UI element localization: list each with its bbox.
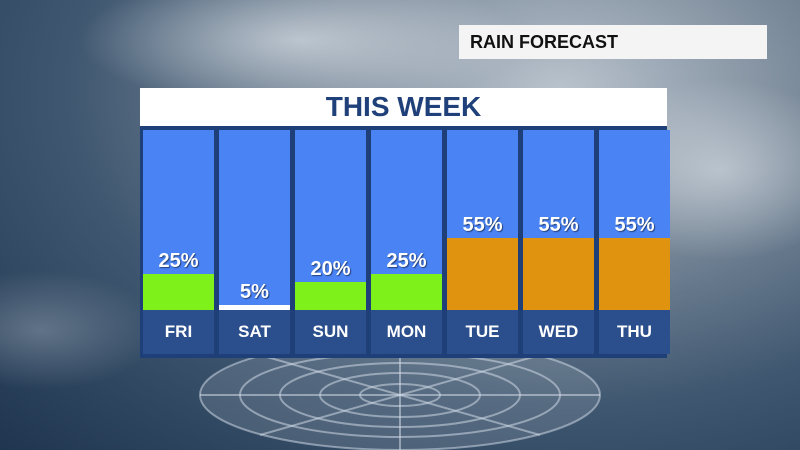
bar-column-tue: 55% TUE <box>447 130 518 354</box>
chart-title: THIS WEEK <box>140 88 667 126</box>
data-label: 55% <box>614 214 655 236</box>
bar <box>219 305 290 310</box>
data-label: 55% <box>462 214 503 236</box>
bar-column-sat: 5% SAT <box>219 130 290 354</box>
data-label: 55% <box>538 214 579 236</box>
bar <box>447 238 518 310</box>
bar-column-sun: 20% SUN <box>295 130 366 354</box>
radar-rings <box>199 339 601 450</box>
data-label: 5% <box>240 281 269 303</box>
bar <box>295 282 366 310</box>
bar <box>143 274 214 310</box>
rain-forecast-tag: RAIN FORECAST <box>459 25 767 59</box>
bar <box>599 238 670 310</box>
data-label: 25% <box>386 250 427 272</box>
day-label: MON <box>371 310 442 354</box>
bar-column-fri: 25% FRI <box>143 130 214 354</box>
bar <box>523 238 594 310</box>
day-label: TUE <box>447 310 518 354</box>
day-label: SUN <box>295 310 366 354</box>
bar <box>371 274 442 310</box>
bar-column-wed: 55% WED <box>523 130 594 354</box>
day-label: THU <box>599 310 670 354</box>
day-label: SAT <box>219 310 290 354</box>
day-label: WED <box>523 310 594 354</box>
data-label: 25% <box>158 250 199 272</box>
bar-column-mon: 25% MON <box>371 130 442 354</box>
day-label: FRI <box>143 310 214 354</box>
data-label: 20% <box>310 258 351 280</box>
bar-column-thu: 55% THU <box>599 130 670 354</box>
forecast-panel: THIS WEEK 25% FRI 5% SAT 20% SUN 25% MON 55% TUE 5… <box>140 88 670 358</box>
